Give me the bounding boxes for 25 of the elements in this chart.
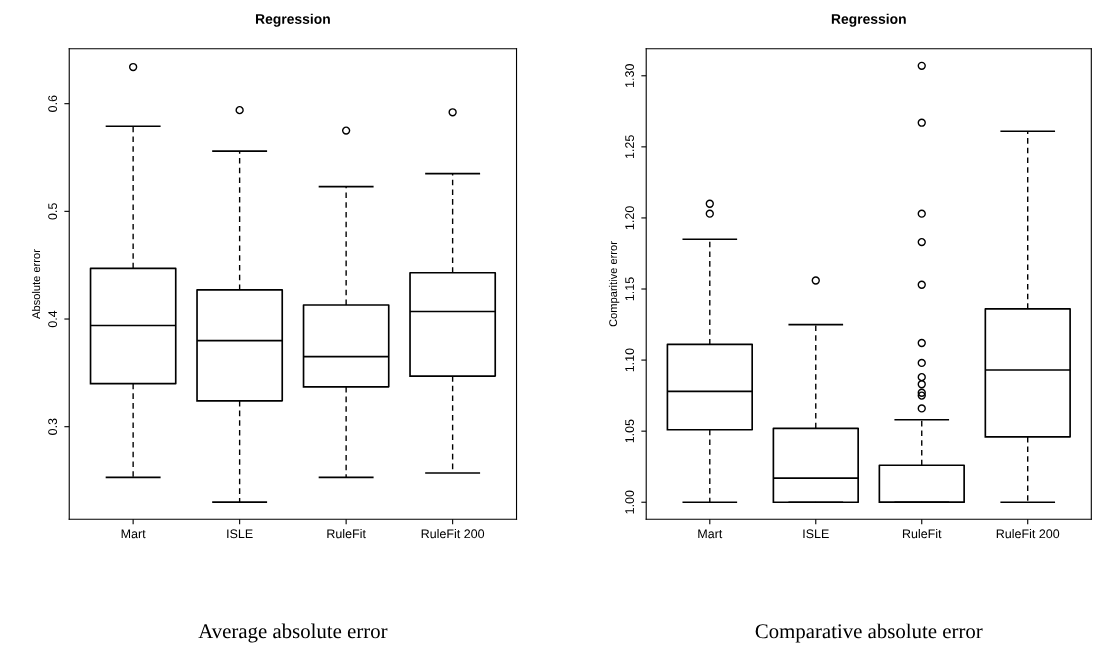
- text: Average absolute error: [198, 623, 388, 643]
- y-tick-label: 1.20: [625, 206, 635, 230]
- y-tick-label: 0.3: [48, 418, 58, 435]
- y-tick-label: 0.4: [48, 310, 58, 328]
- y-tick-label: 0.6: [48, 95, 58, 112]
- x-tick-label: ISLE: [803, 529, 829, 539]
- x-tick-label: RuleFit: [327, 529, 366, 539]
- y-tick-label: 1.25: [625, 135, 635, 159]
- x-tick-label: RuleFit 200: [421, 529, 485, 539]
- x-tick-label: ISLE: [227, 529, 253, 539]
- x-tick-label: Mart: [121, 529, 146, 539]
- y-tick-label: 1.00: [625, 490, 635, 514]
- x-tick-label: Mart: [698, 529, 723, 539]
- y-tick-label: 1.05: [625, 419, 635, 443]
- x-tick-label: RuleFit: [902, 529, 942, 539]
- chart-title: Regression: [255, 13, 330, 27]
- y-tick-label: 1.15: [625, 277, 635, 301]
- x-tick-label: RuleFit 200: [996, 529, 1060, 539]
- y-axis-title: Absolute error: [31, 249, 41, 319]
- y-tick-label: 1.30: [625, 64, 635, 87]
- y-tick-label: 0.5: [48, 203, 58, 220]
- y-axis-title: Comparitive error: [608, 241, 620, 327]
- y-tick-label: 1.10: [625, 348, 635, 372]
- text: Comparative absolute error: [755, 623, 983, 643]
- chart-title: Regression: [831, 13, 906, 27]
